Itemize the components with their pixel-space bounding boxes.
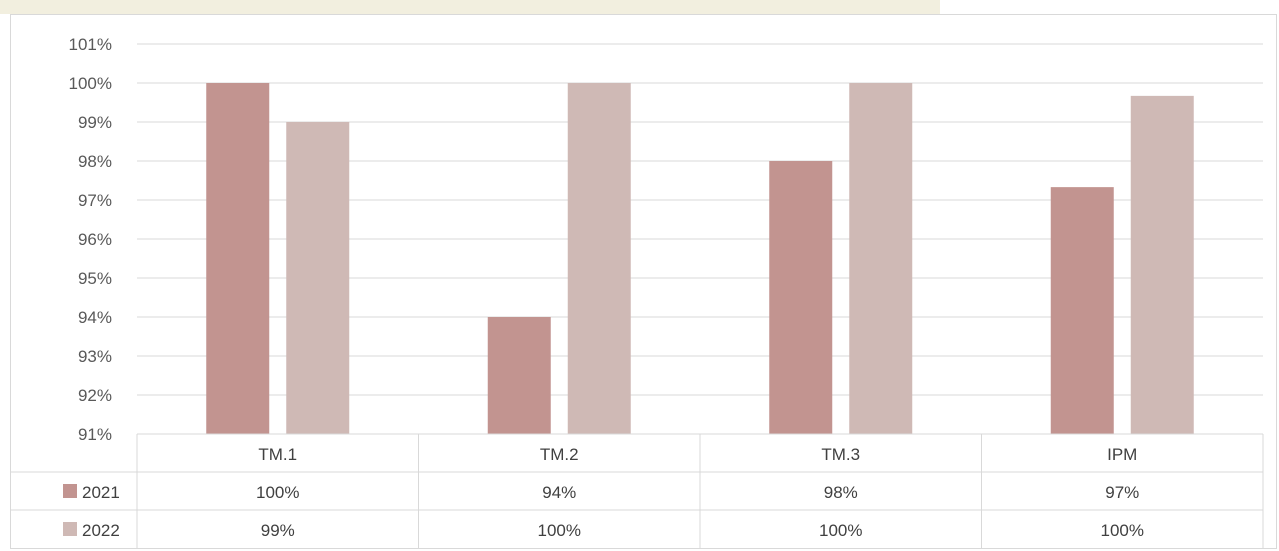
top-band [0,0,940,14]
legend-label: 2021 [82,483,120,502]
data-table-cell: 98% [824,483,858,502]
y-tick-label: 95% [78,269,112,288]
data-table-cell: 100% [538,521,581,540]
y-tick-label: 98% [78,152,112,171]
x-tick-label: TM.1 [258,445,297,464]
x-tick-label: TM.3 [821,445,860,464]
y-tick-label: 97% [78,191,112,210]
data-table-cell: 99% [261,521,295,540]
y-tick-label: 99% [78,113,112,132]
y-tick-label: 96% [78,230,112,249]
data-table: TM.1 TM.2 TM.3 IPM 2021 100% 94% 98% 97% 2022 99% 1… [10,433,1264,548]
y-tick-label: 94% [78,308,112,327]
data-table-cell: 100% [256,483,299,502]
y-axis: 101% 100% 99% 98% 97% 96% 95% 94% 93% 92% 91% [69,35,112,444]
bar-2021-tm1 [206,83,270,434]
bar-2022-ipm [1130,95,1194,435]
bar-2022-tm2 [567,83,631,434]
bar-2022-tm3 [849,83,913,434]
data-table-cell: 97% [1105,483,1139,502]
bars [206,83,1194,435]
bar-2021-ipm [1050,187,1114,434]
y-tick-label: 93% [78,347,112,366]
data-table-cell: 94% [542,483,576,502]
bar-2021-tm2 [487,317,551,434]
y-tick-label: 91% [78,425,112,444]
y-tick-label: 101% [69,35,112,54]
x-tick-label: IPM [1107,445,1137,464]
y-tick-label: 92% [78,386,112,405]
bar-2021-tm3 [769,161,833,434]
legend-swatch [63,522,77,536]
data-table-cell: 100% [1101,521,1144,540]
bar-2022-tm1 [286,122,350,434]
y-tick-label: 100% [69,74,112,93]
legend-label: 2022 [82,521,120,540]
legend-swatch [63,484,77,498]
data-table-cell: 100% [819,521,862,540]
x-tick-label: TM.2 [540,445,579,464]
